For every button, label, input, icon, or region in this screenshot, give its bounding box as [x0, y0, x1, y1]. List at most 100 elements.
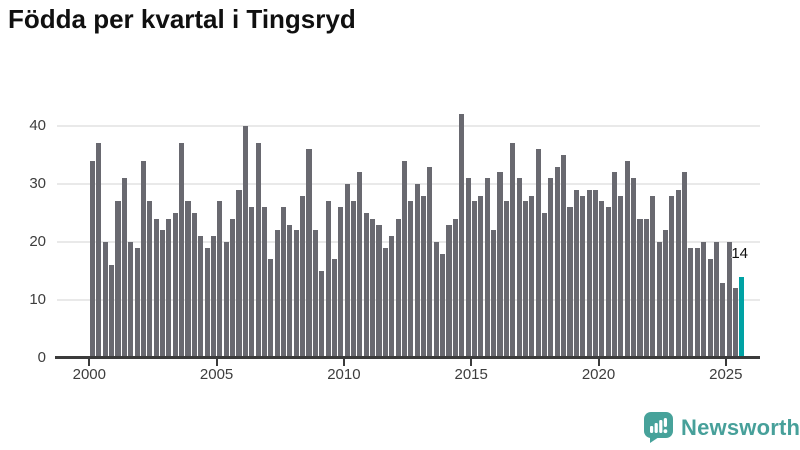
bar [605, 207, 611, 358]
bar [236, 189, 242, 358]
brand-name: Newsworthy [681, 414, 800, 440]
bar [675, 189, 681, 358]
bar [140, 160, 147, 358]
y-axis-label: 40 [29, 117, 46, 134]
bar [452, 218, 458, 358]
newsworthy-logo[interactable]: Newsworthy [643, 411, 800, 444]
bar [242, 126, 248, 358]
y-axis-label: 0 [37, 349, 46, 366]
bar [121, 178, 127, 358]
bar [172, 213, 178, 358]
x-axis-tick [724, 359, 727, 366]
bar [522, 201, 528, 358]
bar [319, 271, 325, 358]
bar [287, 224, 293, 358]
x-axis-label: 2000 [72, 366, 106, 383]
bar [147, 201, 153, 358]
bar [351, 201, 357, 358]
bar [115, 201, 121, 358]
bar [669, 195, 675, 358]
bar [662, 230, 669, 358]
bar [363, 213, 369, 358]
bar [561, 155, 567, 358]
bar [554, 166, 560, 358]
bar [497, 172, 503, 358]
bar [637, 218, 643, 358]
x-axis-label: 2015 [454, 366, 488, 383]
bar [325, 201, 331, 358]
bar [198, 236, 204, 358]
bar [726, 242, 732, 358]
y-axis-label: 20 [29, 233, 46, 250]
chart-title: Födda per kvartal i Tingsryd [8, 4, 356, 34]
bar [128, 242, 134, 358]
bar [268, 259, 274, 358]
bar [707, 259, 713, 358]
bar [529, 195, 535, 358]
newsworthy-logo-icon [643, 411, 674, 444]
bar [535, 149, 541, 358]
bar [408, 201, 414, 358]
y-axis-label: 30 [29, 175, 46, 192]
bar [179, 143, 185, 358]
x-axis-tick [597, 359, 600, 366]
bar [376, 224, 382, 358]
bar [96, 143, 102, 358]
bar [204, 247, 210, 358]
bar [370, 218, 376, 358]
bar [134, 247, 140, 358]
highlight-value-label: 14 [731, 244, 749, 262]
plot-area [57, 110, 760, 358]
bar [592, 189, 598, 358]
bar [484, 178, 490, 358]
bar [109, 265, 115, 358]
bar [643, 218, 649, 358]
bar [90, 160, 96, 358]
bar [541, 213, 548, 358]
bar [401, 160, 408, 358]
bar [153, 218, 159, 358]
bar [414, 184, 420, 358]
bar [191, 213, 197, 358]
bar [274, 230, 280, 358]
bar [293, 230, 299, 358]
bar [102, 242, 108, 358]
y-axis-label: 10 [29, 291, 46, 308]
bar [713, 242, 719, 358]
bar [688, 247, 694, 358]
bar [446, 224, 452, 358]
bar [510, 143, 516, 358]
bar [344, 184, 350, 358]
bar [261, 207, 267, 358]
x-axis-tick [470, 359, 473, 366]
bar [465, 178, 471, 358]
bar [395, 218, 401, 358]
bar [720, 282, 726, 358]
bar [694, 247, 700, 358]
bar [548, 178, 554, 358]
bar [185, 201, 191, 358]
x-axis-line [55, 356, 760, 359]
bar [306, 149, 312, 358]
bar [217, 201, 223, 358]
bar [491, 230, 497, 358]
bar [682, 172, 688, 358]
bar [618, 195, 624, 358]
gridline [57, 183, 760, 185]
x-axis-label: 2005 [199, 366, 234, 383]
x-axis-label: 2025 [709, 366, 743, 383]
x-axis-tick [342, 359, 345, 366]
bar [650, 195, 656, 358]
bar [631, 178, 637, 358]
gridline [57, 125, 760, 127]
bar [732, 288, 739, 358]
bar [160, 230, 166, 358]
bar [478, 195, 484, 358]
bar [338, 207, 344, 358]
bar [580, 195, 586, 358]
bar [567, 207, 573, 358]
bar [586, 189, 592, 358]
bar [440, 253, 446, 358]
bar [300, 195, 306, 358]
bar [357, 172, 363, 358]
